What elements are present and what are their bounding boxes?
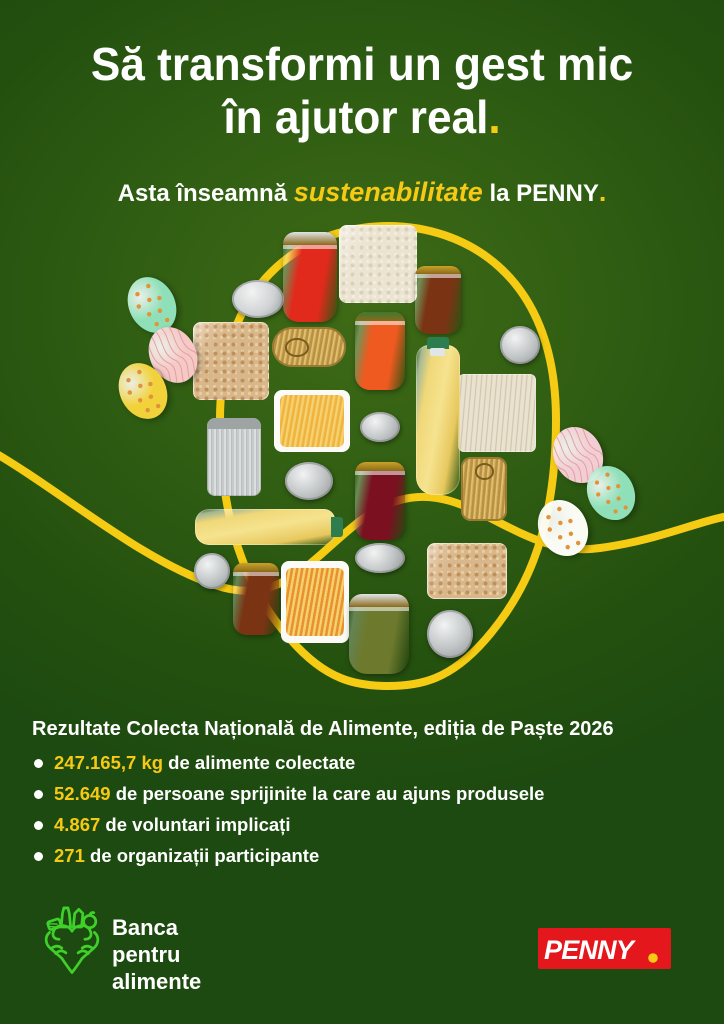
svg-text:PENNY: PENNY	[544, 935, 637, 965]
